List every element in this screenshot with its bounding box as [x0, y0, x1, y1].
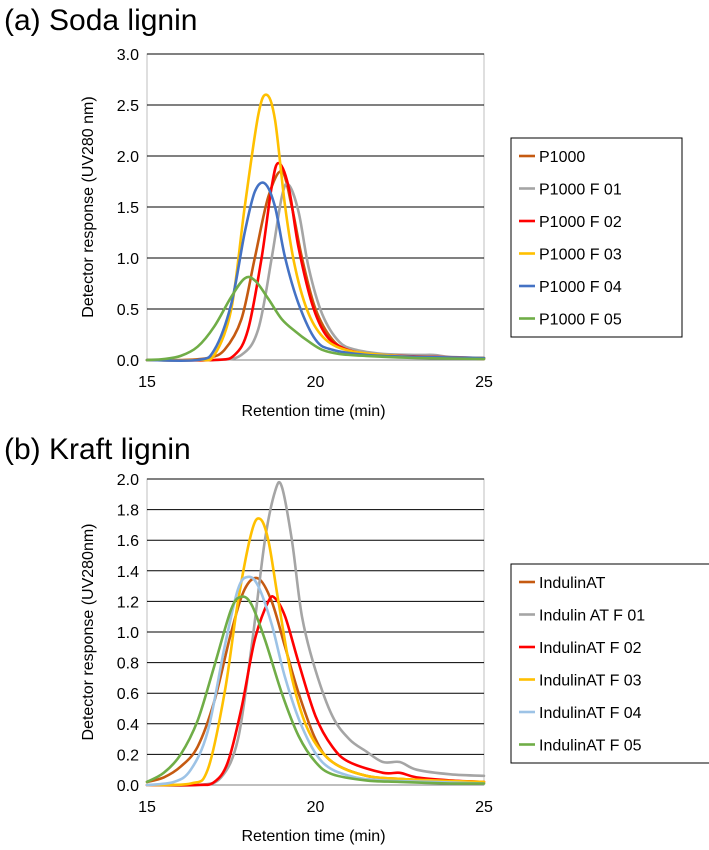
legend-label: P1000	[539, 149, 585, 166]
x-axis-title: Retention time (min)	[241, 403, 385, 420]
x-tick-label: 25	[475, 799, 493, 816]
y-tick-label: 2.0	[117, 149, 139, 166]
y-tick-label: 1.2	[117, 594, 139, 611]
y-tick-label: 1.4	[117, 564, 139, 581]
y-tick-label: 0.4	[117, 717, 139, 734]
series-line-6	[145, 595, 486, 785]
y-tick-label: 1.6	[117, 533, 139, 550]
legend: P1000 P1000 F 01 P1000 F 02 P1000 F 03 P1000…	[510, 137, 683, 338]
legend-label: P1000 F 03	[539, 247, 622, 264]
series-line-3	[145, 161, 486, 362]
y-tick-label: 1.8	[117, 503, 139, 520]
series-line-5	[145, 181, 486, 363]
series-line-4	[145, 517, 486, 787]
x-tick-label: 20	[307, 374, 325, 391]
legend-label: IndulinAT F 04	[539, 705, 642, 722]
legend-box	[510, 137, 683, 338]
series-line-6	[145, 275, 486, 362]
y-tick-label: 0.8	[117, 656, 139, 673]
legend-label: Indulin AT F 01	[539, 608, 645, 625]
legend-label: P1000 F 04	[539, 279, 622, 296]
series-line-4	[145, 93, 486, 362]
x-tick-label: 20	[307, 799, 325, 816]
legend-label: P1000 F 01	[539, 182, 622, 199]
x-tick-label: 15	[138, 799, 156, 816]
legend-label: P1000 F 05	[539, 312, 622, 329]
y-tick-label: 0.2	[117, 747, 139, 764]
legend-box	[510, 563, 709, 764]
y-tick-label: 3.0	[117, 47, 139, 64]
series-line-2	[145, 182, 486, 362]
series-line-1	[145, 169, 486, 362]
y-tick-label: 1.0	[117, 251, 139, 268]
y-tick-label: 1.5	[117, 200, 139, 217]
y-tick-label: 1.0	[117, 625, 139, 642]
x-tick-label: 25	[475, 374, 493, 391]
legend-label: P1000 F 02	[539, 214, 622, 231]
chart-panel-2: (b) Kraft lignin 0.0 0.2 0.4 0.6 0.8 1.0 1.2 1.4…	[4, 433, 709, 845]
series-line-3	[145, 595, 486, 787]
legend-label: IndulinAT	[539, 575, 606, 592]
legend-label: IndulinAT F 03	[539, 673, 642, 690]
y-tick-label: 0.5	[117, 302, 139, 319]
y-tick-label: 2.0	[117, 472, 139, 489]
series-line-5	[145, 575, 486, 787]
y-axis-title: Detector response (UV280 nm)	[80, 96, 97, 317]
legend: IndulinAT Indulin AT F 01 IndulinAT F 02 In…	[510, 563, 709, 764]
x-tick-label: 15	[138, 374, 156, 391]
y-tick-label: 0.0	[117, 353, 139, 370]
chart-title: (b) Kraft lignin	[4, 433, 191, 466]
legend-label: IndulinAT F 05	[539, 738, 642, 755]
chart-panel-1: (a) Soda lignin 0.0 0.5 1.0 1.5 2.0 2.5 3.0 15 20…	[4, 4, 683, 420]
y-tick-label: 0.0	[117, 778, 139, 795]
legend-label: IndulinAT F 02	[539, 640, 642, 657]
y-axis-title: Detector response (UV280nm)	[80, 524, 97, 741]
y-tick-label: 0.6	[117, 686, 139, 703]
series-line-2	[145, 480, 486, 787]
x-axis-title: Retention time (min)	[241, 828, 385, 845]
chart-title: (a) Soda lignin	[4, 4, 197, 37]
y-tick-label: 2.5	[117, 98, 139, 115]
